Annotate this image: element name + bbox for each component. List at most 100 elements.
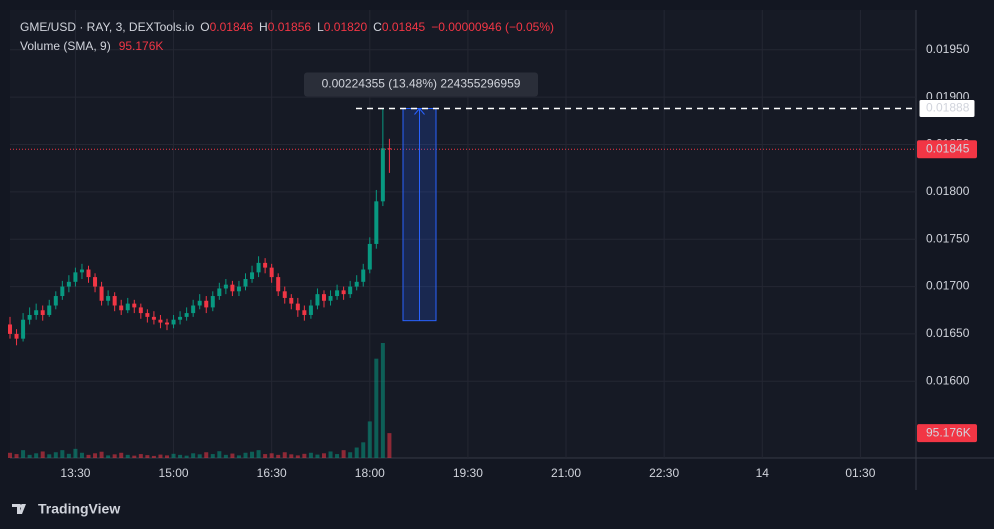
brand: TradingView: [38, 501, 120, 517]
volume-bar: [321, 453, 326, 458]
volume-bar: [125, 454, 130, 458]
candle-body: [361, 269, 366, 282]
candle-body: [151, 316, 156, 320]
candle-body: [197, 300, 202, 306]
y-tick-label: 0.01800: [926, 184, 970, 198]
measure-level-label: 0.01888: [926, 101, 970, 115]
volume-bar: [8, 452, 12, 458]
volume-bar: [171, 453, 176, 458]
candle-body: [289, 297, 294, 304]
candle-body: [66, 281, 71, 287]
volume-bar: [34, 453, 39, 458]
volume-tag: [917, 424, 977, 443]
volume-bar: [106, 455, 111, 458]
volume-bar: [217, 451, 222, 458]
overlays: 0.01845 0.00224355 (13.48%) 224355296959 0…: [10, 72, 977, 443]
candle-body: [73, 272, 78, 282]
volume-bar: [112, 454, 117, 458]
volume-bar: [86, 454, 91, 458]
volume-bar: [387, 433, 392, 458]
low: 0.01820: [324, 20, 368, 34]
candle-body: [269, 267, 274, 278]
candle-body: [204, 300, 209, 308]
candle-body: [315, 294, 320, 306]
volume-bar: [354, 447, 359, 458]
volume-bar: [197, 454, 202, 458]
volume-bar: [263, 454, 268, 458]
candle-body: [374, 201, 379, 244]
candle-body: [308, 305, 313, 315]
candle-body: [282, 291, 287, 298]
y-tick-label: 0.01700: [926, 279, 970, 293]
candle-body: [256, 262, 261, 273]
x-tick-label: 13:30: [60, 466, 90, 480]
volume-bar: [236, 455, 241, 458]
logo-dot: [19, 504, 23, 508]
volume-bar: [164, 455, 169, 458]
last-price-tag: [917, 140, 977, 159]
c: C: [373, 20, 382, 34]
volume-bar: [60, 450, 65, 458]
volume-bar: [151, 455, 156, 458]
measure-arrow-head: [414, 107, 425, 115]
volume-bar: [361, 442, 366, 458]
volume-value: 95.176K: [119, 39, 164, 53]
candle-body: [295, 303, 300, 311]
y-tick-label: 0.01600: [926, 373, 970, 387]
x-tick-label: 19:30: [453, 466, 483, 480]
candle-body: [171, 319, 176, 325]
candle-body: [40, 310, 45, 315]
high: 0.01856: [268, 20, 312, 34]
candle-body: [335, 290, 340, 297]
h: H: [259, 20, 268, 34]
volume-bar: [40, 451, 45, 458]
volume-bar: [191, 453, 196, 458]
volume-bar: [302, 453, 307, 458]
candle-body: [164, 322, 169, 325]
volume-bar: [132, 455, 137, 458]
candle-body: [341, 290, 346, 295]
candle-body: [158, 319, 163, 323]
volume-bar: [47, 454, 52, 458]
candle-body: [138, 307, 143, 314]
x-tick-label: 22:30: [649, 466, 679, 480]
volume-bar: [367, 421, 372, 458]
l: L: [317, 20, 324, 34]
volume-bar: [289, 454, 294, 458]
candle-body: [145, 313, 150, 317]
candle-body: [223, 284, 228, 289]
volume-bar: [66, 453, 71, 458]
volume-bar: [119, 452, 124, 458]
symbol: GME/USD · RAY, 3, DEXTools.io: [20, 20, 195, 34]
candle-body: [53, 296, 58, 306]
y-tick-label: 0.01650: [926, 326, 970, 340]
x-tick-label: 01:30: [845, 466, 875, 480]
volume-bar: [178, 454, 183, 458]
o: O: [200, 20, 209, 34]
volume-bar: [308, 452, 313, 458]
measure-label-bg: [304, 72, 538, 97]
volume-bar: [14, 454, 19, 458]
candle-body: [60, 286, 65, 297]
volume-bar: [282, 452, 287, 458]
candle-body: [236, 286, 241, 292]
volume-bar: [269, 453, 274, 458]
measure-label: 0.00224355 (13.48%) 224355296959: [322, 77, 521, 91]
volume-bar: [341, 450, 346, 458]
candle-body: [178, 316, 183, 320]
x-tick-label: 21:00: [551, 466, 581, 480]
legend-line: GME/USD · RAY, 3, DEXTools.io O0.01846 H0.…: [20, 20, 554, 34]
volume-bar: [73, 448, 78, 458]
volume-bar: [380, 343, 385, 458]
volume-bar: [374, 358, 379, 458]
candle-body: [348, 286, 353, 295]
candle-body: [93, 277, 98, 287]
volume-title: Volume (SMA, 9): [20, 39, 111, 53]
x-tick-label: 14: [756, 466, 770, 480]
candle-body: [191, 305, 196, 314]
candle-body: [276, 277, 281, 292]
volume-bar: [256, 450, 261, 458]
measure-level-tag: [918, 99, 976, 119]
candle-body: [321, 294, 326, 301]
